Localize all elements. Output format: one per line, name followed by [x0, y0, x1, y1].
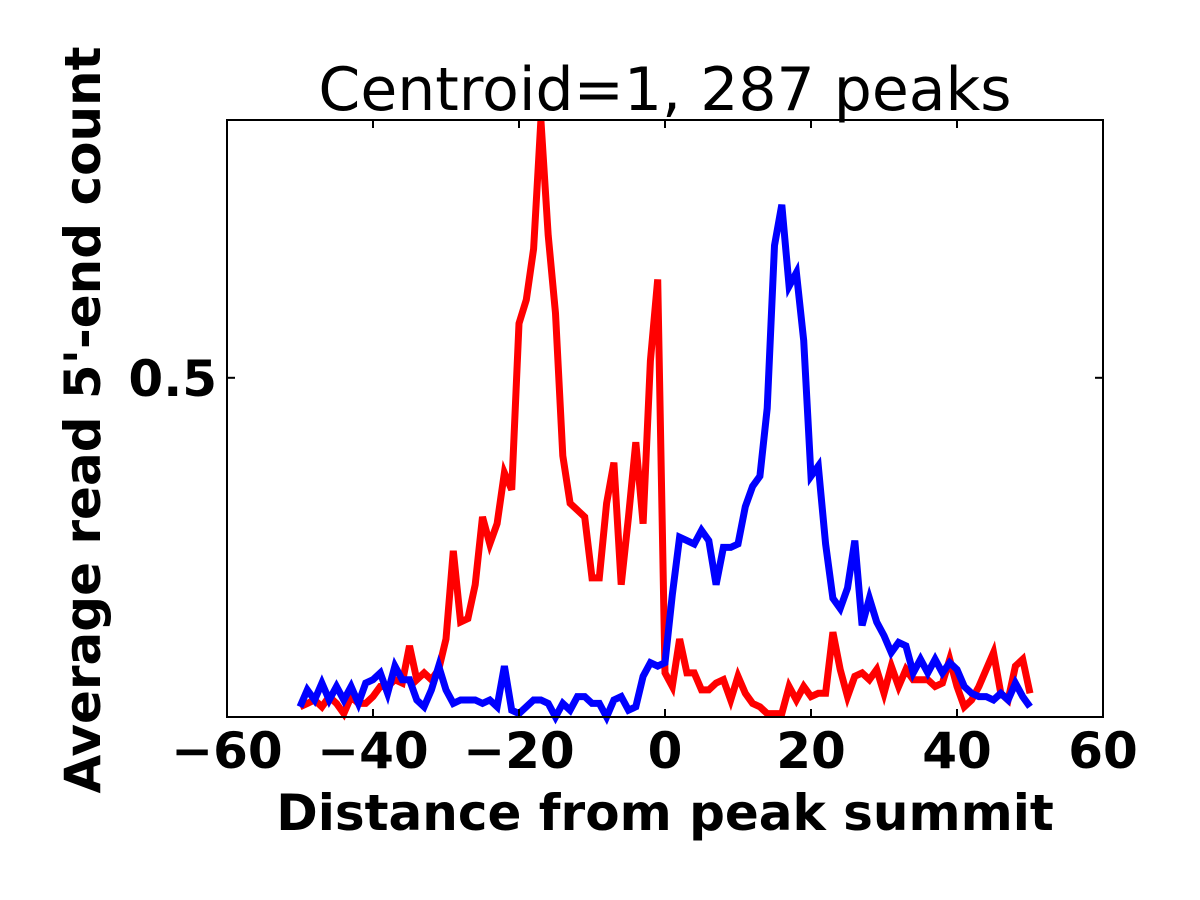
series-line-2	[296, 204, 1033, 726]
x-axis-label: Distance from peak summit	[276, 784, 1054, 842]
x-tick-label: −60	[171, 722, 282, 780]
series-line-1	[298, 119, 1034, 721]
y-tick-label: 0.5	[128, 350, 217, 408]
x-tick-label: 20	[776, 722, 846, 780]
chart-title: Centroid=1, 287 peaks	[318, 55, 1011, 125]
x-tick-label: 60	[1068, 722, 1138, 780]
x-tick-label: 0	[648, 722, 683, 780]
y-axis-label: Average read 5'-end count	[54, 46, 112, 793]
x-tick-label: 40	[922, 722, 992, 780]
x-ticks: −60 −40 −20 0 20 40 60	[171, 120, 1138, 780]
x-tick-label: −20	[463, 722, 574, 780]
series-layer	[296, 119, 1034, 726]
y-ticks: 0.5	[128, 350, 1103, 408]
x-tick-label: −40	[317, 722, 428, 780]
